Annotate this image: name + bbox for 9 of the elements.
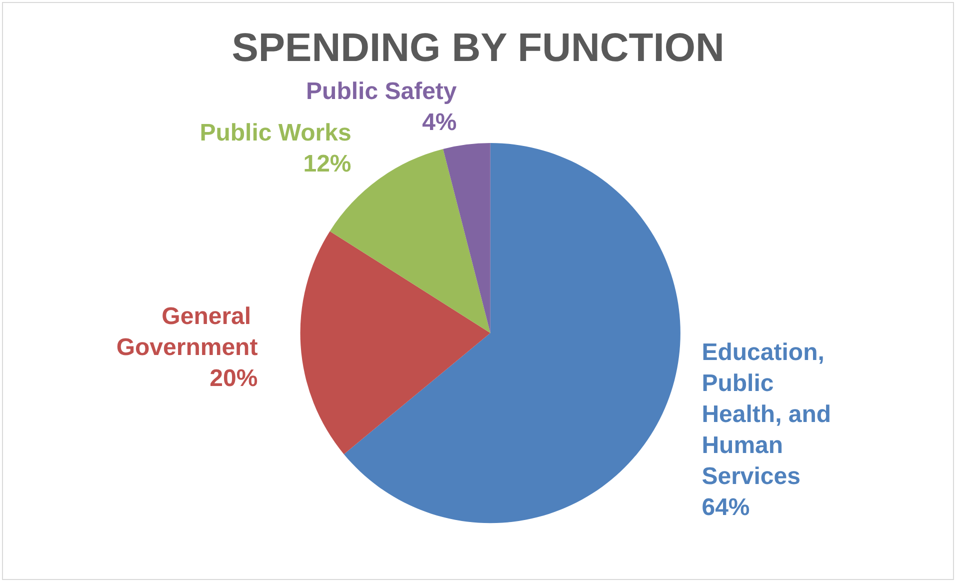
slice-label: General Government	[116, 302, 258, 361]
data-label: 4%	[422, 108, 457, 136]
chart-title: SPENDING BY FUNCTION	[232, 26, 724, 70]
slice-label: Public Safety	[306, 78, 458, 105]
slice-label: Education, Public Health, and Human Services	[702, 339, 838, 490]
data-label: 20%	[210, 364, 258, 392]
data-label: 12%	[303, 150, 352, 178]
data-label: 64%	[702, 494, 750, 522]
slice-label: Public Works	[200, 120, 352, 147]
